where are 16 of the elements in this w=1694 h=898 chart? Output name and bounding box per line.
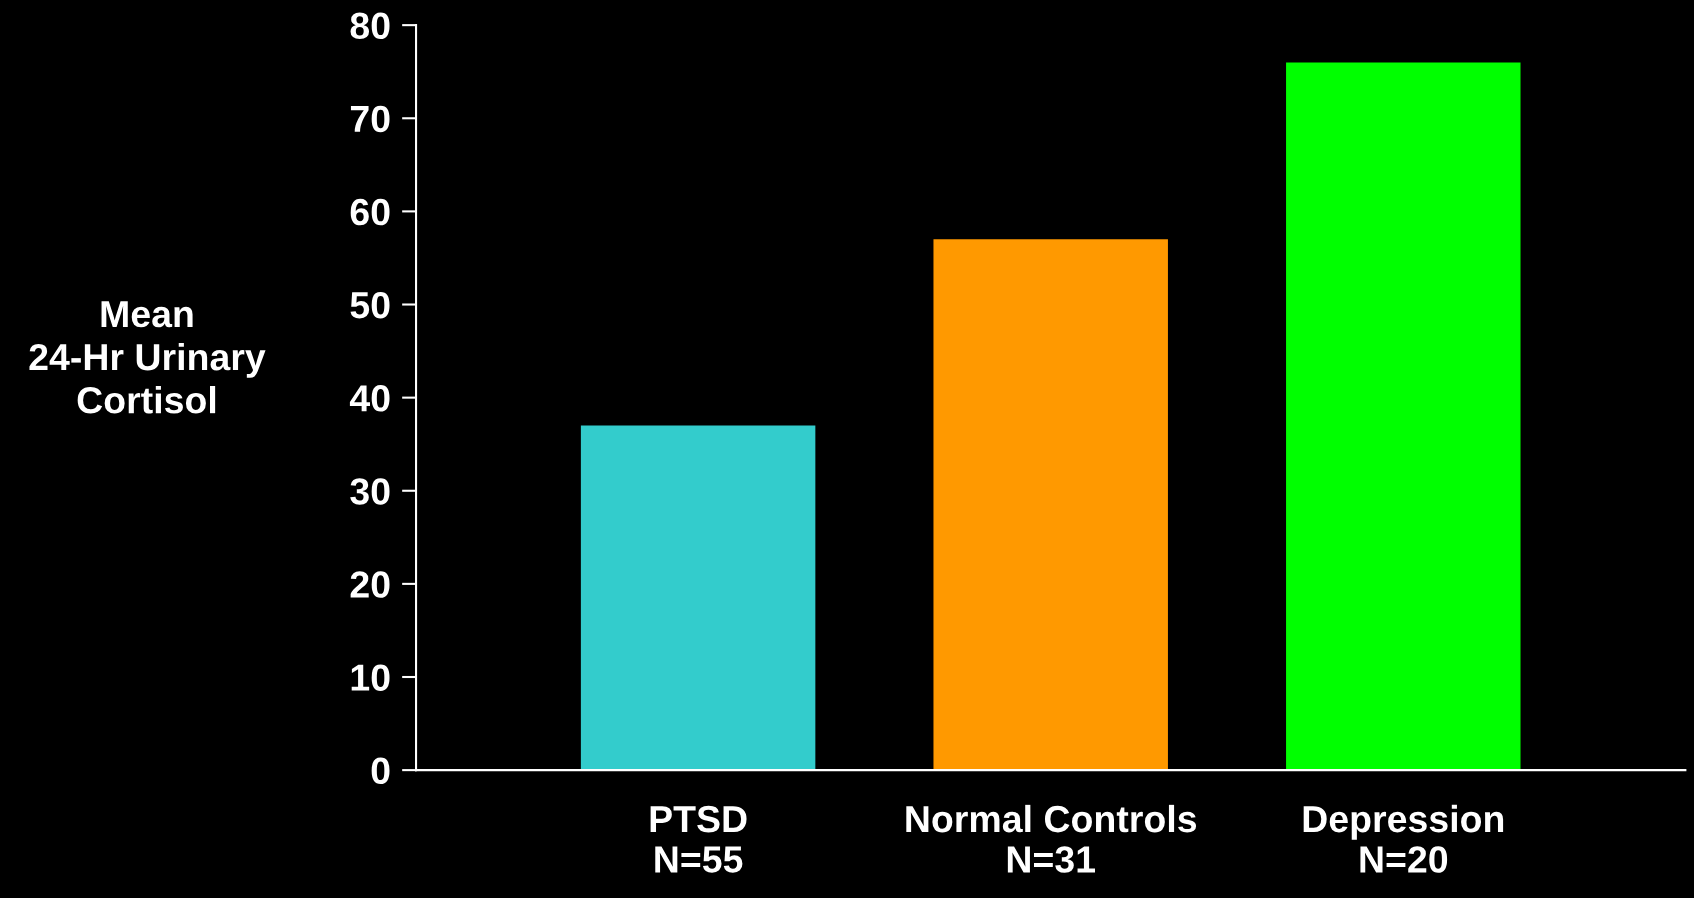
y-tick-label: 80 (350, 12, 390, 40)
y-axis-title: Mean 24-Hr Urinary Cortisol (29, 301, 266, 414)
y-tick-label: 60 (350, 198, 390, 226)
y-tick-label: 20 (350, 571, 390, 598)
bar (933, 239, 1168, 771)
x-tick-label: Depression N=20 (1303, 804, 1504, 873)
bar (1286, 62, 1521, 771)
y-tick-label: 70 (350, 105, 390, 133)
y-tick-label: 50 (350, 291, 390, 319)
x-tick-label: Normal Controls N=31 (906, 804, 1197, 873)
y-tick-label: 10 (351, 664, 390, 691)
x-tick-label: PTSD N=55 (650, 805, 747, 873)
y-tick-label: 40 (349, 385, 390, 412)
y-tick-label: 30 (350, 478, 390, 505)
bar (580, 425, 816, 771)
y-tick-label: 0 (371, 757, 390, 785)
